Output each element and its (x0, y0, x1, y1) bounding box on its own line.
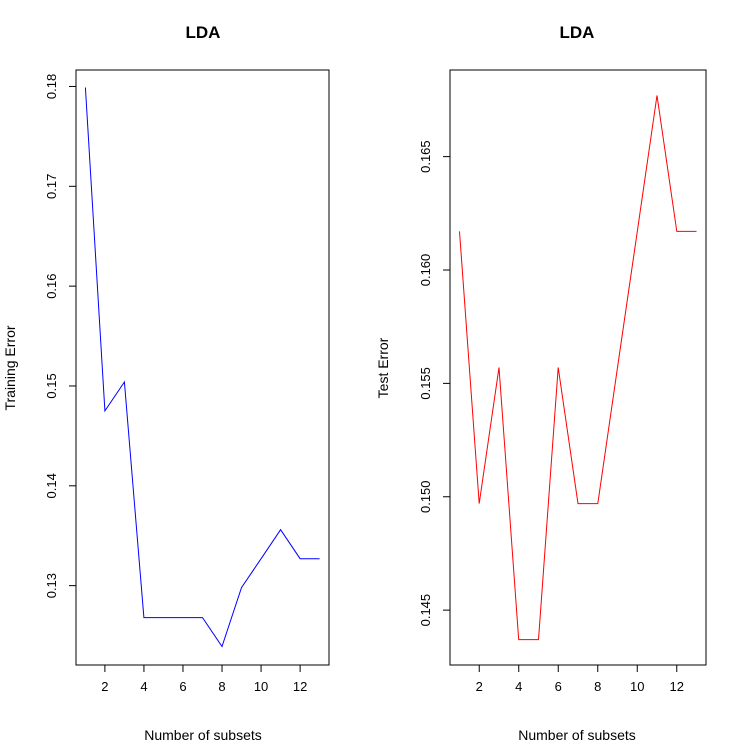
y-tick-label: 0.155 (418, 367, 433, 400)
y-tick-label: 0.150 (418, 480, 433, 513)
x-axis-label: Number of subsets (144, 727, 262, 743)
plot-frame (449, 69, 707, 666)
x-tick-label: 8 (218, 679, 225, 694)
y-tick-label: 0.17 (44, 174, 59, 199)
x-tick-label: 2 (476, 679, 483, 694)
x-axis: 2 4 6 8 10 12 (476, 665, 684, 694)
y-axis: 0.145 0.150 0.155 0.160 0.165 (418, 140, 450, 626)
series-line (459, 95, 697, 641)
x-tick-label: 8 (594, 679, 601, 694)
y-tick-label: 0.15 (44, 373, 59, 398)
panel-test: LDA 0.145 0.150 0.155 0.160 0.165 2 4 6 8 10 12 N… (375, 23, 707, 743)
y-tick-label: 0.18 (44, 74, 59, 99)
y-tick-label: 0.165 (418, 140, 433, 173)
y-tick-label: 0.13 (44, 573, 59, 598)
panel-training: LDA 0.13 0.14 0.15 0.16 0.17 0.18 2 4 6 8 10 12 Nu… (2, 23, 330, 743)
y-tick-label: 0.145 (418, 594, 433, 627)
y-tick-label: 0.16 (44, 273, 59, 298)
series-line (84, 87, 320, 648)
x-tick-label: 4 (140, 679, 147, 694)
plot-frame (75, 69, 330, 666)
y-tick-label: 0.14 (44, 473, 59, 498)
y-tick-label: 0.160 (418, 254, 433, 287)
x-axis: 2 4 6 8 10 12 (101, 665, 307, 694)
y-axis-label: Training Error (2, 325, 18, 410)
y-axis-label: Test Error (375, 337, 391, 398)
x-tick-label: 6 (179, 679, 186, 694)
x-tick-label: 6 (555, 679, 562, 694)
x-tick-label: 4 (515, 679, 522, 694)
y-axis: 0.13 0.14 0.15 0.16 0.17 0.18 (44, 74, 76, 598)
x-axis-label: Number of subsets (518, 727, 636, 743)
x-tick-label: 12 (670, 679, 684, 694)
x-tick-label: 10 (254, 679, 268, 694)
x-tick-label: 2 (101, 679, 108, 694)
chart-title: LDA (560, 23, 595, 42)
x-tick-label: 12 (293, 679, 307, 694)
chart-title: LDA (186, 23, 221, 42)
x-tick-label: 10 (630, 679, 644, 694)
